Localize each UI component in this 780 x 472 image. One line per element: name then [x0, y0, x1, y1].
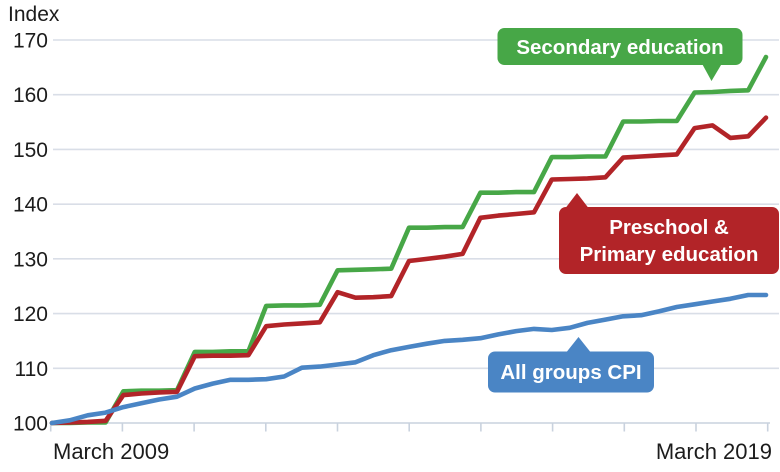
- y-tick-label-100: 100: [13, 413, 48, 436]
- y-tick-label-120: 120: [13, 303, 48, 326]
- series-layer: [49, 54, 769, 426]
- y-tick-label-160: 160: [13, 84, 48, 107]
- callout-label-line1: Preschool &: [609, 216, 729, 239]
- series-line-preschool-primary-education: [49, 115, 769, 426]
- y-axis-title: Index: [8, 3, 60, 26]
- y-tick-label-130: 130: [13, 248, 48, 271]
- x-tick-label-end: March 2019: [656, 439, 772, 464]
- callout-pointer-up: [564, 193, 590, 210]
- series-line-all-groups-cpi: [49, 292, 769, 426]
- callout-label: Secondary education: [516, 36, 723, 59]
- callout-box: [559, 207, 779, 274]
- grid-layer: [49, 39, 779, 432]
- y-tick-labels: 100 110 120 130 140 150 160 170: [13, 30, 48, 436]
- y-tick-label-150: 150: [13, 139, 48, 162]
- annotation-secondary-education: Secondary education: [497, 28, 743, 81]
- annotation-preschool-primary-education: Preschool & Primary education: [559, 193, 779, 274]
- callout-box: [488, 351, 654, 393]
- callout-pointer-down: [700, 60, 724, 81]
- callout-box: [497, 28, 743, 65]
- y-tick-label-110: 110: [15, 358, 48, 381]
- callout-label: All groups CPI: [500, 361, 641, 384]
- callout-label-line2: Primary education: [580, 243, 759, 266]
- x-tick-label-start: March 2009: [53, 439, 169, 464]
- y-tick-label-170: 170: [13, 30, 48, 53]
- callout-pointer-up: [565, 337, 592, 354]
- annotation-all-groups-cpi: All groups CPI: [488, 337, 654, 393]
- y-tick-label-140: 140: [13, 194, 48, 217]
